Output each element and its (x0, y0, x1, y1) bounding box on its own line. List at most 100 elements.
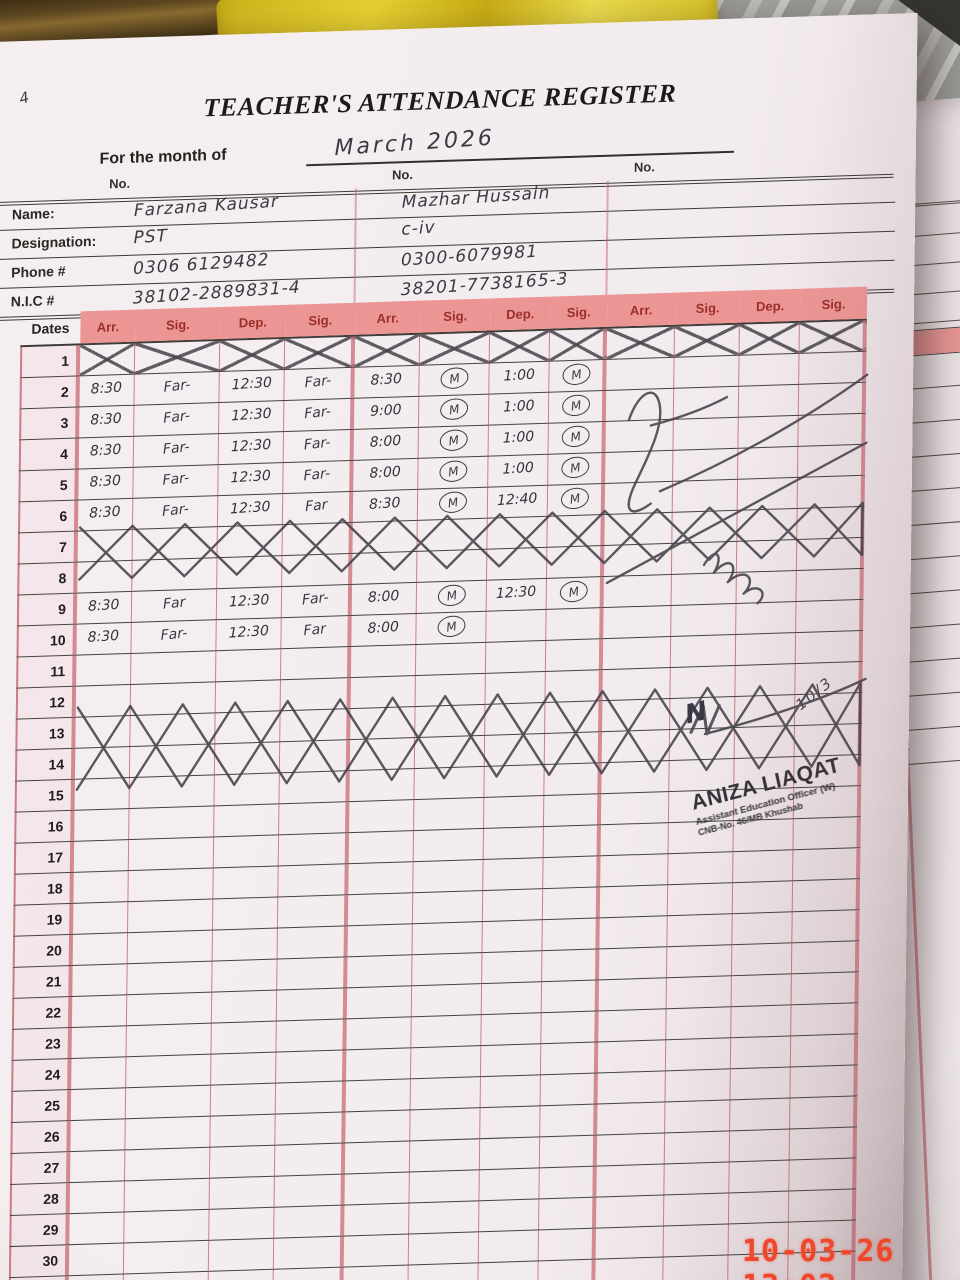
attendance-cell (795, 630, 864, 664)
time-entry: 8:30 (90, 441, 122, 460)
attendance-cell (605, 419, 674, 452)
attendance-cell (410, 1108, 481, 1141)
attendance-cell (75, 684, 132, 717)
attendance-cell: 8:30 (79, 374, 135, 407)
attendance-cell (132, 527, 218, 560)
attendance-cell (276, 1019, 347, 1052)
attendance-cell (602, 667, 671, 701)
attendance-cell (595, 1226, 664, 1259)
signature-initial: M (560, 361, 592, 387)
attendance-cell (214, 804, 280, 837)
signature-initial: M (558, 578, 589, 604)
field-label: N.I.C # (10, 292, 55, 310)
attendance-cell: 8:30 (76, 622, 132, 655)
attendance-cell (791, 972, 859, 1005)
attendance-cell (219, 338, 286, 372)
attendance-cell (215, 680, 281, 713)
attendance-cell (130, 682, 217, 715)
signature-entry: Far (302, 621, 327, 640)
attendance-cell: M (546, 577, 604, 609)
attendance-cell (417, 549, 488, 582)
attendance-cell (735, 633, 797, 665)
time-entry: 8:00 (369, 463, 402, 482)
column-header: Dep. (739, 288, 801, 323)
attendance-cell (604, 481, 674, 514)
attendance-cell (731, 943, 793, 976)
attendance-cell (68, 1274, 124, 1280)
attendance-cell (417, 518, 488, 551)
attendance-cell (346, 986, 413, 1019)
time-entry: 8:30 (90, 410, 123, 429)
attendance-cell (277, 957, 348, 990)
attendance-cell (70, 1119, 126, 1152)
attendance-cell (280, 647, 352, 680)
date-cell: 17 (13, 841, 75, 874)
date-cell: 12 (15, 686, 77, 719)
attendance-cell (275, 1112, 346, 1145)
attendance-cell: 8:30 (78, 436, 135, 469)
signature-initial: M (438, 395, 469, 422)
attendance-cell (208, 1238, 275, 1271)
time-entry: 8:30 (87, 627, 120, 646)
attendance-cell (735, 664, 796, 696)
attendance-cell (217, 525, 283, 558)
attendance-cell (604, 512, 673, 546)
attendance-cell (793, 848, 861, 881)
attendance-cell (415, 642, 487, 676)
attendance-cell (478, 1261, 539, 1280)
attendance-cell (597, 1040, 667, 1073)
attendance-cell (663, 1255, 729, 1280)
attendance-cell (213, 835, 280, 868)
attendance-cell (480, 1044, 542, 1077)
date-cell: 2 (19, 376, 80, 409)
attendance-cell (798, 413, 866, 446)
attendance-cell (664, 1131, 731, 1164)
attendance-cell: Far- (133, 434, 220, 467)
field-label: Phone # (11, 262, 66, 281)
attendance-cell (352, 551, 418, 584)
column-header: Sig. (799, 286, 868, 321)
attendance-cell (75, 715, 131, 748)
attendance-cell (409, 1170, 480, 1203)
attendance-cell (126, 1054, 212, 1088)
attendance-cell (125, 1085, 212, 1119)
attendance-cell (481, 982, 543, 1015)
column-header: Dep. (220, 304, 286, 339)
attendance-cell (542, 887, 601, 920)
attendance-cell (666, 976, 732, 1009)
attendance-cell (480, 1075, 541, 1108)
attendance-cell (131, 651, 217, 684)
attendance-cell (71, 995, 128, 1027)
attendance-cell (667, 914, 733, 947)
attendance-cell (663, 1224, 729, 1257)
attendance-cell (274, 1205, 345, 1238)
field-label: Name: (11, 205, 55, 223)
attendance-cell: M (547, 483, 606, 516)
attendance-cell: 12:30 (216, 618, 282, 651)
attendance-cell (69, 1212, 125, 1245)
attendance-cell (543, 856, 601, 889)
attendance-cell (278, 864, 349, 897)
attendance-cell (354, 334, 421, 367)
column-header: Sig. (285, 302, 356, 337)
attendance-cell (736, 539, 798, 572)
attendance-cell (350, 644, 417, 678)
attendance-cell (479, 1137, 541, 1170)
signature-entry: Far- (162, 408, 191, 427)
attendance-cell (349, 800, 415, 833)
attendance-cell (479, 1199, 540, 1232)
signature-entry: Far- (303, 372, 332, 392)
attendance-cell (71, 1026, 127, 1059)
attendance-cell (483, 827, 544, 859)
attendance-cell (76, 653, 132, 686)
attendance-cell (350, 707, 416, 740)
attendance-cell (738, 415, 799, 448)
attendance-cell (544, 763, 602, 796)
attendance-cell: Far (282, 491, 354, 525)
attendance-cell (738, 384, 800, 417)
attendance-cell: M (548, 452, 606, 485)
camera-timestamp: 10-03-26 13:02 (742, 1234, 895, 1280)
date-cell: 5 (18, 469, 79, 502)
attendance-cell (210, 1083, 277, 1116)
attendance-cell (606, 357, 675, 390)
